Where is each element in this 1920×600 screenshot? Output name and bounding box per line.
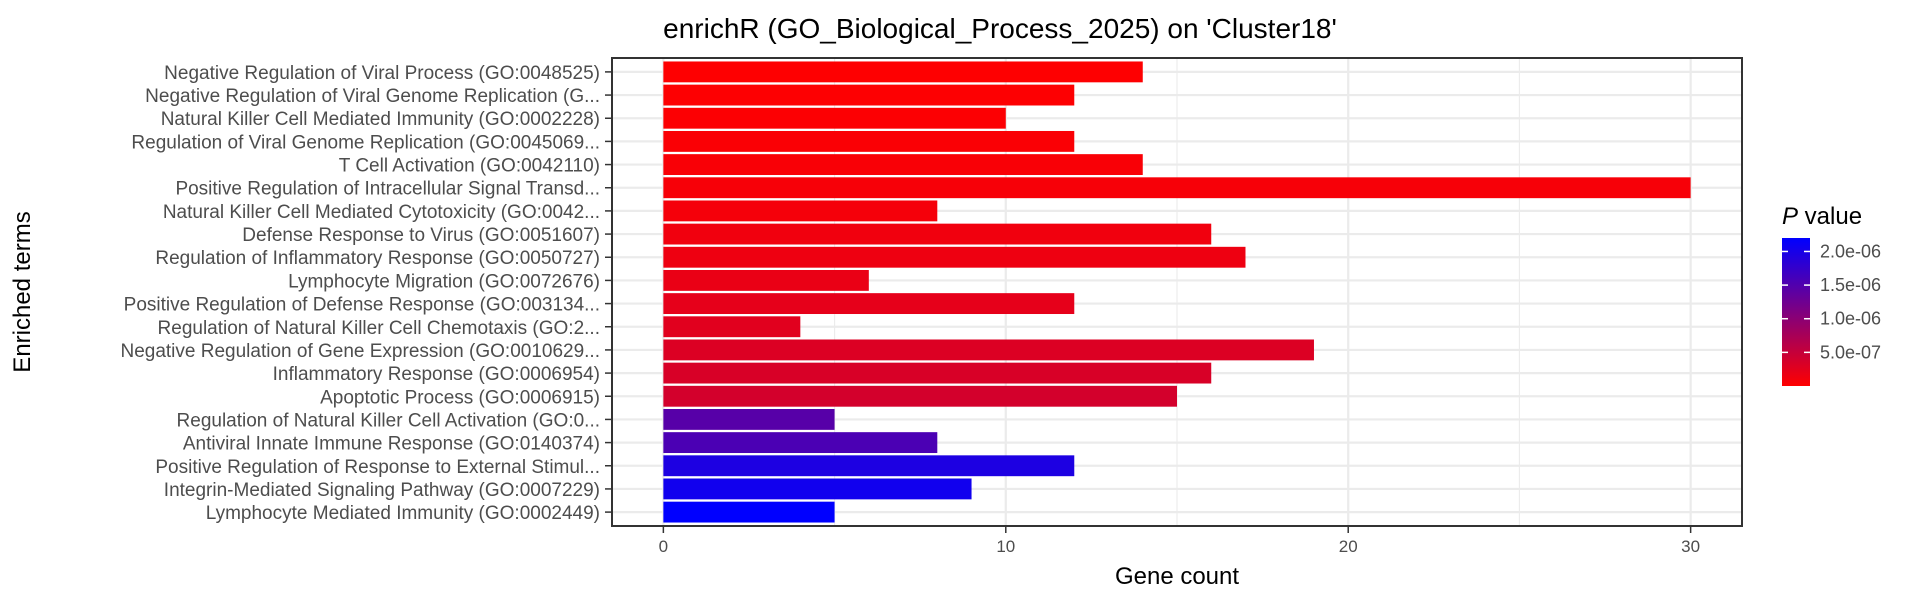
y-tick-label: Negative Regulation of Viral Genome Repl… — [145, 86, 600, 107]
legend-tick-label: 2.0e-06 — [1820, 241, 1881, 261]
legend-tick-label: 5.0e-07 — [1820, 342, 1881, 362]
legend-title: P value — [1782, 203, 1862, 230]
bar — [663, 177, 1691, 199]
x-axis: 0 10 20 30 — [659, 526, 1700, 556]
y-tick-label: Antiviral Innate Immune Response (GO:014… — [183, 434, 600, 455]
bar — [663, 316, 801, 338]
y-tick-label: Lymphocyte Mediated Immunity (GO:0002449… — [206, 503, 600, 524]
bar — [663, 107, 1006, 129]
bar — [663, 61, 1143, 83]
bar — [663, 385, 1177, 407]
bar — [663, 269, 869, 291]
bar — [663, 501, 835, 523]
bar — [663, 246, 1246, 268]
x-tick-label: 30 — [1681, 537, 1700, 556]
y-tick-label: Negative Regulation of Viral Process (GO… — [164, 63, 600, 84]
y-tick-label: Natural Killer Cell Mediated Immunity (G… — [161, 109, 600, 130]
y-tick-label: Inflammatory Response (GO:0006954) — [273, 364, 600, 385]
x-tick-label: 0 — [659, 537, 668, 556]
y-tick-label: Negative Regulation of Gene Expression (… — [120, 341, 600, 362]
y-tick-label: Apoptotic Process (GO:0006915) — [320, 387, 600, 408]
y-axis-title: Enriched terms — [9, 211, 36, 372]
plot-panel — [611, 57, 1743, 527]
y-tick-label: T Cell Activation (GO:0042110) — [339, 156, 600, 177]
y-tick-label: Regulation of Natural Killer Cell Chemot… — [158, 318, 600, 339]
y-tick-label: Natural Killer Cell Mediated Cytotoxicit… — [163, 202, 600, 223]
bar — [663, 478, 972, 500]
y-axis-labels: Negative Regulation of Viral Process (GO… — [120, 63, 612, 524]
legend-title-italic: P — [1782, 203, 1798, 230]
y-tick-label: Positive Regulation of Response to Exter… — [155, 457, 600, 478]
bar — [663, 409, 835, 430]
bar — [663, 130, 1075, 152]
bar — [663, 339, 1314, 361]
y-tick-label: Integrin-Mediated Signaling Pathway (GO:… — [164, 480, 600, 501]
plot-border — [611, 57, 1743, 527]
bar — [663, 293, 1075, 315]
y-tick-label: Defense Response to Virus (GO:0051607) — [242, 225, 600, 246]
y-tick-label: Lymphocyte Migration (GO:0072676) — [288, 271, 600, 292]
y-tick-label: Regulation of Viral Genome Replication (… — [131, 132, 600, 153]
legend-colorbar — [1782, 238, 1810, 386]
y-tick-label: Regulation of Natural Killer Cell Activa… — [177, 410, 600, 431]
chart-title: enrichR (GO_Biological_Process_2025) on … — [663, 13, 1337, 44]
y-tick-label: Positive Regulation of Defense Response … — [124, 295, 600, 316]
x-tick-label: 10 — [996, 537, 1015, 556]
bars — [663, 61, 1691, 523]
legend-tick-label: 1.5e-06 — [1820, 275, 1881, 295]
y-tick-label: Regulation of Inflammatory Response (GO:… — [155, 248, 600, 269]
x-axis-title: Gene count — [1115, 563, 1239, 590]
bar — [663, 223, 1212, 245]
bar — [663, 432, 938, 454]
legend-title-rest: value — [1798, 203, 1862, 230]
bar — [663, 154, 1143, 175]
p-value-legend: P value 2.0e-06 1.5e-06 1.0e-06 5.0e-07 — [1782, 203, 1881, 386]
x-tick-label: 20 — [1339, 537, 1358, 556]
legend-ticks: 2.0e-06 1.5e-06 1.0e-06 5.0e-07 — [1782, 241, 1881, 362]
legend-tick-label: 1.0e-06 — [1820, 309, 1881, 329]
bar — [663, 362, 1212, 384]
bar — [663, 84, 1075, 106]
bar — [663, 455, 1075, 477]
y-tick-label: Positive Regulation of Intracellular Sig… — [175, 179, 600, 200]
bar — [663, 200, 938, 222]
